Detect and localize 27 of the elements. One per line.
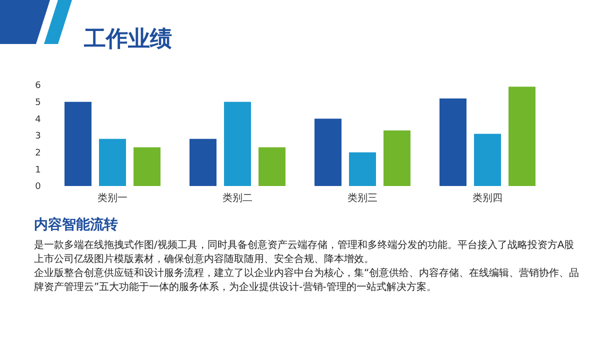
text: 内容智能流转: [34, 216, 119, 234]
bar: [508, 86, 536, 186]
y-tick-label: 1: [35, 165, 41, 176]
bar: [99, 138, 126, 186]
y-tick-label: 3: [35, 132, 41, 142]
text: 是一款多端在线拖拽式作图/视频工具，同时具备创意资产云端存储，管理和多终端分发的功能。平台接入了战略投资方A股上市公司亿级图片模版素材，确保创意内容随取随用、安全合规、降本增效。: [34, 239, 576, 267]
x-tick-label: 类别二: [222, 192, 252, 204]
bar: [474, 134, 501, 186]
bar: [258, 147, 286, 186]
y-tick-label: 5: [35, 98, 41, 108]
x-tick-label: 类别一: [98, 192, 128, 204]
text: 企业版整合创意供应链和设计服务流程，建立了以企业内容中台为核心，集“创意供给、内容存储、在线编辑、营销协作、品牌资产管理云”五大功能于一体的服务体系，为企业提供设计-营销-管理的一站式解决方案。: [34, 267, 580, 295]
bar: [64, 102, 92, 186]
x-tick-label: 类别三: [348, 192, 378, 204]
y-tick-label: 0: [35, 182, 42, 192]
bar: [224, 102, 251, 186]
bar: [384, 130, 410, 186]
x-tick-label: 类别四: [472, 192, 502, 204]
bar: [190, 138, 216, 186]
y-tick-label: 2: [35, 148, 41, 158]
y-tick-label: 6: [35, 81, 42, 92]
bar: [349, 152, 376, 186]
bar: [440, 98, 466, 186]
chart-title: 工作业绩: [83, 27, 172, 52]
bar: [314, 118, 342, 186]
bar: [134, 147, 160, 186]
y-tick-label: 4: [35, 114, 42, 125]
